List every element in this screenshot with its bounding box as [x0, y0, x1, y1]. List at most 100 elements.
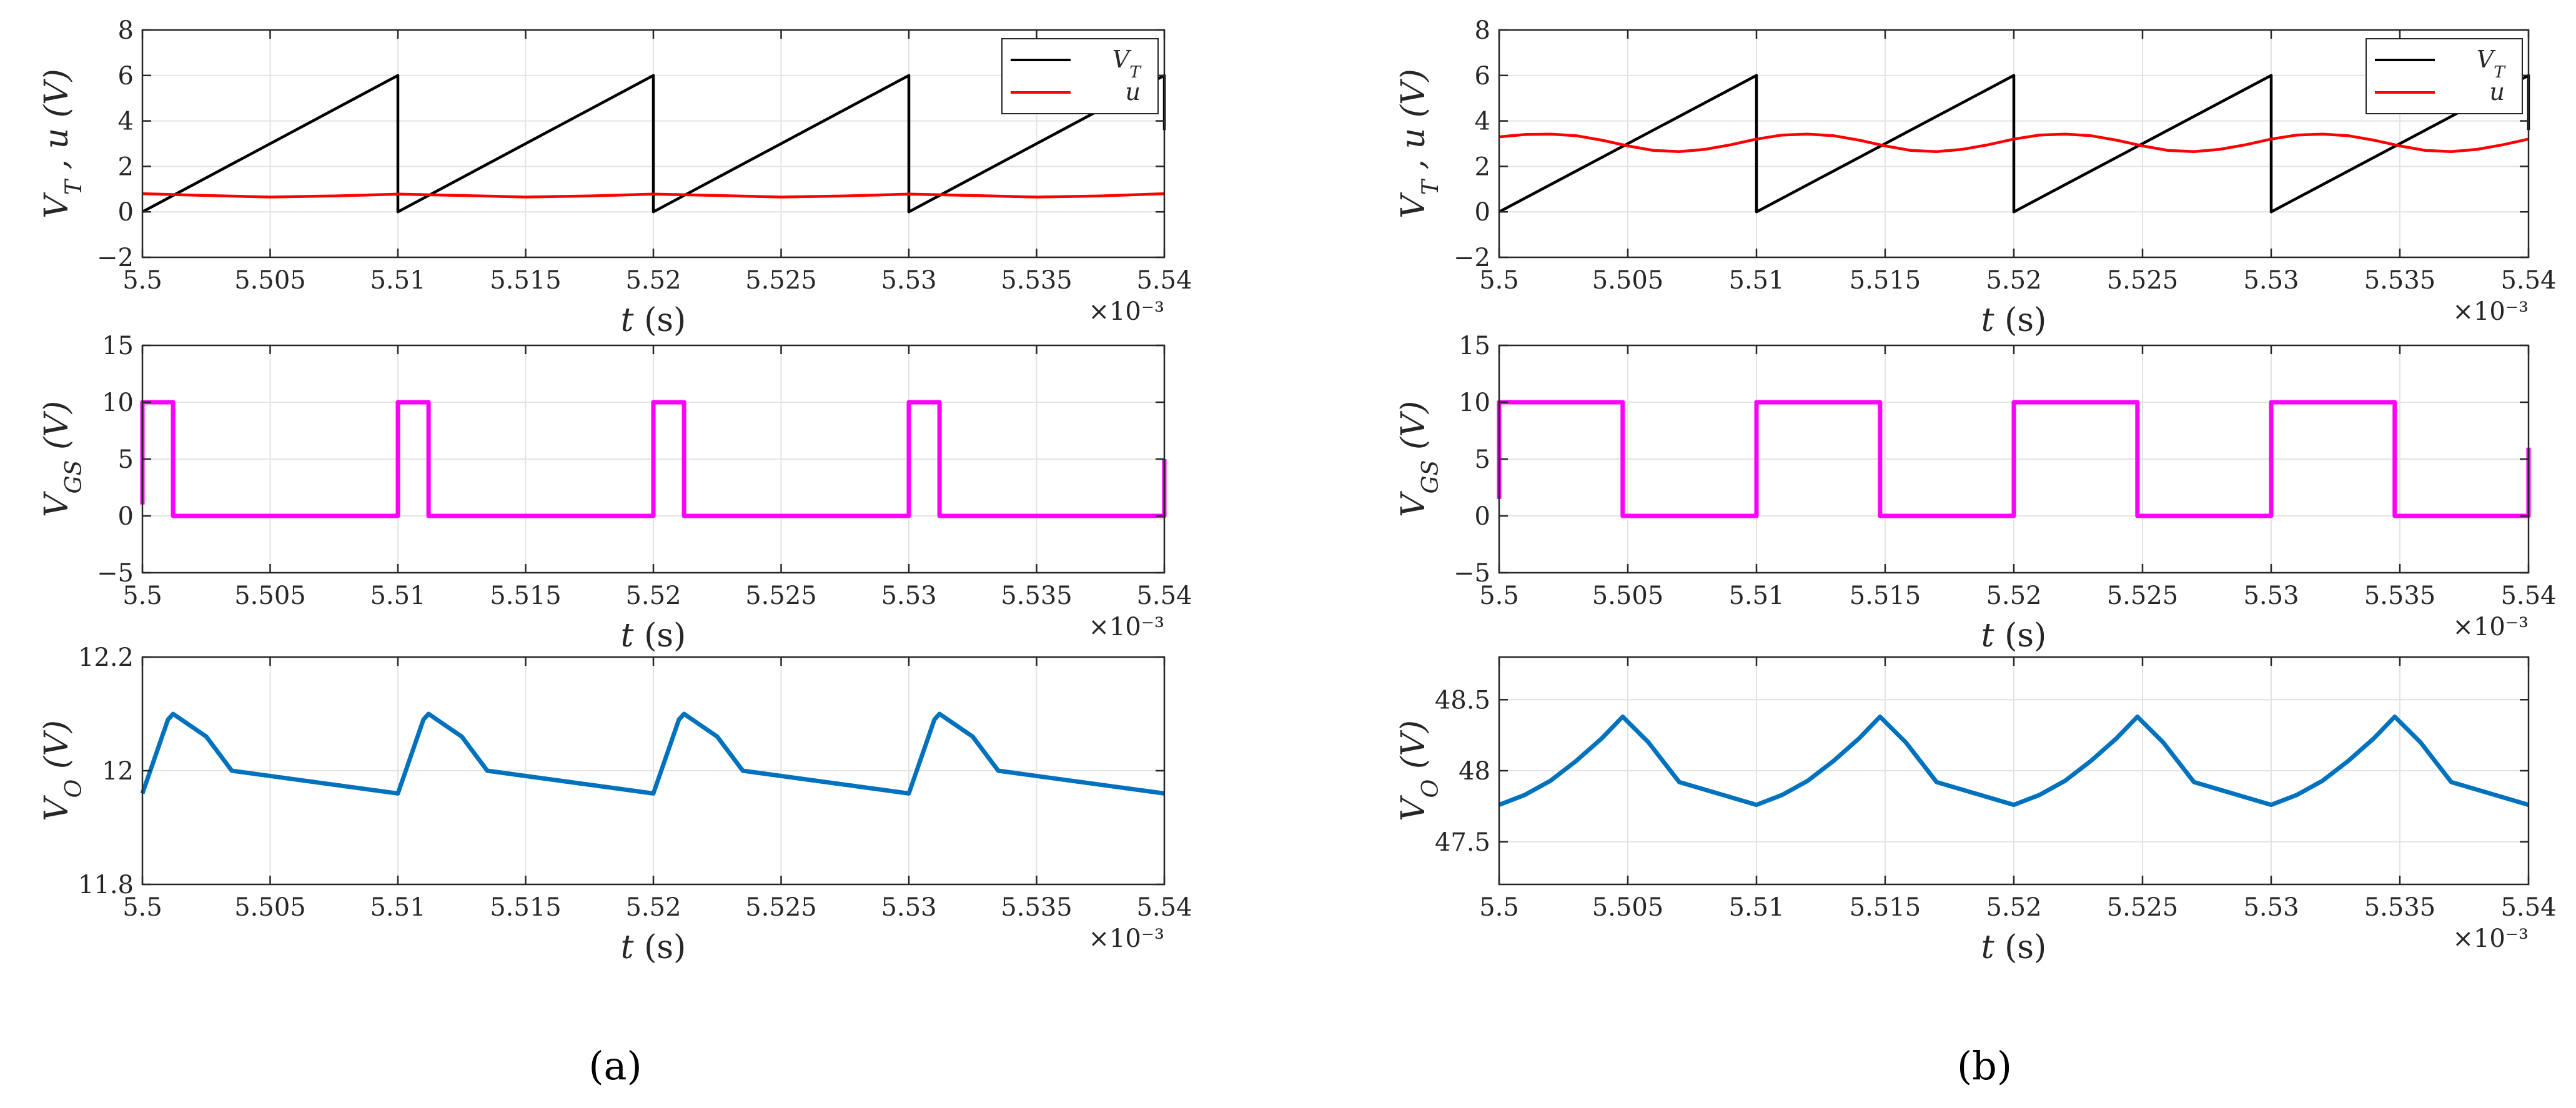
x-tick-label: 5.51: [1728, 266, 1784, 295]
series-line-vgs: [1497, 400, 2531, 518]
y-axis-label: VGS (V): [1395, 401, 1444, 517]
x-tick-label: 5.51: [370, 893, 425, 922]
y-tick-label: 48.5: [1435, 686, 1490, 715]
x-axis-label-var: t: [621, 617, 634, 655]
x-tick-label: 5.525: [2107, 893, 2179, 922]
y-tick-label: 15: [102, 332, 134, 360]
x-tick-label: 5.5: [122, 581, 162, 610]
x-tick-label: 5.535: [2364, 581, 2436, 610]
series-line-vt: [141, 74, 1166, 214]
x-tick-label: 5.51: [370, 581, 425, 610]
x-axis-label-unit: (s): [634, 302, 686, 339]
y-tick-label: 12: [102, 757, 134, 786]
y-tick-label: 0: [1475, 198, 1490, 227]
x-tick-label: 5.52: [1986, 266, 2041, 295]
x-axis-label-unit: (s): [1994, 617, 2047, 655]
x-tick-label: 5.535: [1001, 266, 1073, 295]
legend-label-vt: VT: [2477, 46, 2506, 82]
x-tick-label: 5.5: [1479, 893, 1519, 922]
x-axis-label-var: t: [621, 302, 634, 339]
y-tick-label: 0: [118, 502, 134, 531]
y-tick-label: 5: [118, 445, 134, 474]
y-tick-label: 8: [118, 16, 134, 45]
y-tick-label: 48: [1459, 757, 1490, 786]
x-tick-label: 5.54: [2500, 581, 2556, 610]
x-tick-label: 5.53: [881, 581, 936, 610]
x-axis-label-unit: (s): [634, 929, 686, 966]
x-tick-label: 5.505: [234, 893, 306, 922]
legend-label-u: u: [2490, 78, 2505, 106]
x-axis-label: t (s): [1981, 617, 2047, 655]
y-tick-label: 15: [1459, 332, 1490, 360]
x-axis-label: t (s): [1981, 929, 2047, 966]
x-tick-label: 5.515: [1850, 581, 1921, 610]
x-tick-label: 5.53: [881, 893, 936, 922]
panel-label-b: (b): [1957, 1043, 2012, 1089]
chart-a1: 5.5 5.505 5.51 5.515 5.52 5.525 5.53 5.535 5.54 −…: [38, 16, 1192, 339]
x-tick-label: 5.505: [234, 581, 306, 610]
legend-box: [1001, 38, 1159, 114]
chart-a3: 5.5 5.505 5.51 5.515 5.52 5.525 5.53 5.535 5.54 1…: [38, 643, 1192, 966]
x-tick-label: 5.53: [2243, 266, 2299, 295]
x-tick-label: 5.5: [122, 266, 162, 295]
y-axis-label: VO (V): [1395, 720, 1444, 821]
y-tick-label: 6: [118, 62, 134, 91]
x-axis-label-unit: (s): [634, 617, 686, 655]
x-axis-exponent: ×10⁻³: [1088, 613, 1164, 641]
y-tick-label: 2: [118, 152, 134, 181]
x-tick-label: 5.5: [122, 893, 162, 922]
y-axis-label: VT , u (V): [1395, 69, 1444, 219]
x-tick-label: 5.52: [625, 266, 681, 295]
x-tick-label: 5.515: [1850, 266, 1921, 295]
y-tick-label: −5: [1454, 559, 1490, 588]
x-axis-label: t (s): [621, 302, 686, 339]
x-tick-label: 5.54: [2500, 266, 2556, 295]
y-tick-label: 8: [1475, 16, 1490, 45]
x-axis-label: t (s): [621, 929, 686, 966]
x-tick-label: 5.51: [1728, 893, 1784, 922]
x-tick-label: 5.53: [2243, 893, 2299, 922]
x-tick-label: 5.53: [2243, 581, 2299, 610]
x-tick-label: 5.535: [2364, 266, 2436, 295]
x-axis-label-unit: (s): [1994, 302, 2047, 339]
y-tick-label: 4: [1475, 107, 1490, 136]
x-tick-label: 5.525: [2107, 581, 2179, 610]
x-axis-exponent: ×10⁻³: [2452, 924, 2529, 953]
x-axis-label-var: t: [1981, 929, 1994, 966]
x-axis-exponent: ×10⁻³: [2452, 297, 2529, 326]
x-tick-label: 5.515: [490, 581, 562, 610]
x-tick-label: 5.52: [625, 581, 681, 610]
x-axis-exponent: ×10⁻³: [1088, 297, 1164, 326]
x-axis-label-var: t: [1981, 617, 1994, 655]
x-tick-label: 5.525: [745, 581, 817, 610]
x-axis-label: t (s): [1981, 302, 2047, 339]
y-tick-label: 2: [1475, 152, 1490, 181]
x-tick-label: 5.505: [1592, 893, 1664, 922]
y-tick-label: 0: [118, 198, 134, 227]
x-tick-label: 5.505: [1592, 266, 1664, 295]
x-axis-label-var: t: [621, 929, 634, 966]
x-tick-label: 5.54: [1136, 266, 1192, 295]
y-tick-label: 4: [118, 107, 134, 136]
x-tick-label: 5.5: [1479, 266, 1519, 295]
series-line-u: [142, 192, 1165, 199]
legend: VTu: [1001, 38, 1159, 114]
y-axis-label: VO (V): [38, 720, 87, 821]
series-line-vo: [1498, 715, 2529, 808]
x-tick-label: 5.51: [370, 266, 425, 295]
y-tick-label: 12.2: [78, 643, 134, 672]
x-axis-exponent: ×10⁻³: [2452, 613, 2529, 641]
series-line-vo: [140, 711, 1165, 796]
series-line-vgs: [140, 400, 1167, 518]
x-tick-label: 5.515: [490, 893, 562, 922]
legend: VTu: [2365, 38, 2523, 114]
y-axis-label: VT , u (V): [38, 69, 87, 219]
x-tick-label: 5.515: [490, 266, 562, 295]
chart-a2: 5.5 5.505 5.51 5.515 5.52 5.525 5.53 5.535 5.54 −…: [38, 332, 1192, 655]
y-axis-label: VGS (V): [38, 401, 87, 517]
x-tick-label: 5.54: [1136, 893, 1192, 922]
x-tick-label: 5.505: [1592, 581, 1664, 610]
y-tick-label: 0: [1475, 502, 1490, 531]
x-tick-label: 5.535: [2364, 893, 2436, 922]
